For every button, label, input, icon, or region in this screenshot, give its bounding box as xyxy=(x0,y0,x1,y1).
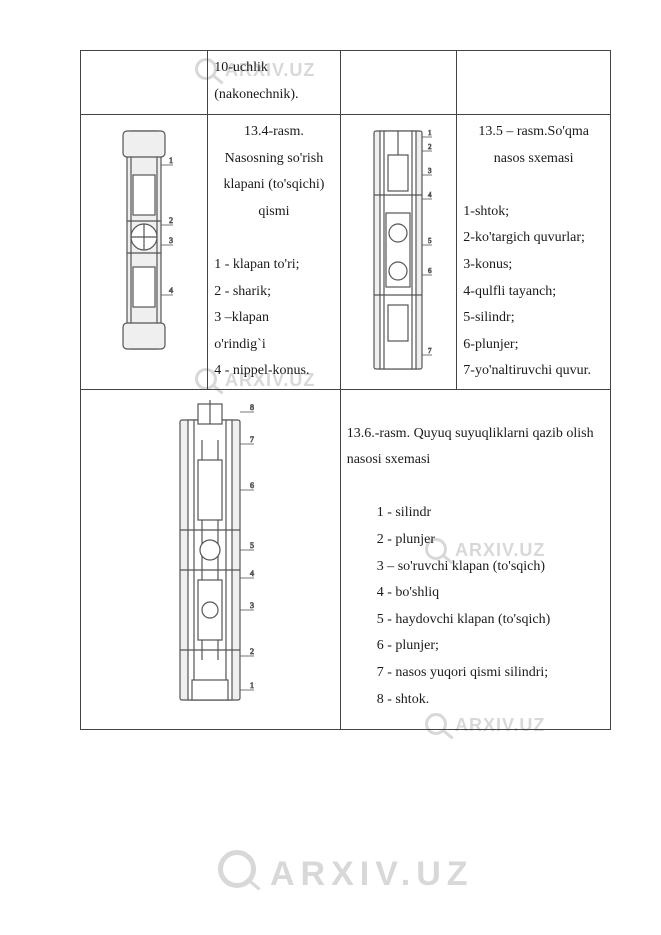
figure-title: 13.5 – rasm.So'qma nasos sxemasi xyxy=(463,119,604,172)
svg-text:2: 2 xyxy=(250,647,254,656)
svg-text:2: 2 xyxy=(169,216,173,225)
cell-empty xyxy=(340,51,457,115)
svg-text:5: 5 xyxy=(250,541,254,550)
text-line: Nasosning so'rish xyxy=(225,151,324,166)
text-line: nasos sxemasi xyxy=(494,151,574,166)
svg-text:2: 2 xyxy=(428,143,432,151)
legend-item: 3 –klapan xyxy=(214,310,269,325)
cell-diagram: 1 2 3 4 5 6 7 xyxy=(340,115,457,390)
svg-text:3: 3 xyxy=(169,236,173,245)
svg-text:5: 5 xyxy=(428,237,432,245)
cell-text: 13.6.-rasm. Quyuq suyuqliklarni qazib ol… xyxy=(340,390,610,730)
legend-item: 1 - klapan to'ri; xyxy=(214,257,299,272)
legend-list: 1 - silindr 2 - plunjer 3 – so'ruvchi kl… xyxy=(347,500,604,713)
figure-title: 13.4-rasm. Nasosning so'rish klapani (to… xyxy=(214,119,334,225)
legend-item: 4-qulfli tayanch; xyxy=(463,284,556,299)
legend-item: 7-yo'naltiruvchi quvur. xyxy=(463,363,591,378)
cell-text: 13.5 – rasm.So'qma nasos sxemasi 1-shtok… xyxy=(457,115,611,390)
svg-text:4: 4 xyxy=(169,286,173,295)
table-row: 10-uchlik (nakonechnik). xyxy=(81,51,611,115)
legend-item: 4 - bo'shliq xyxy=(377,585,439,600)
svg-text:6: 6 xyxy=(428,267,432,275)
legend-item: 3-konus; xyxy=(463,257,512,272)
text-line: 10-uchlik xyxy=(214,60,268,75)
legend-item: 2-ko'targich quvurlar; xyxy=(463,230,585,245)
svg-text:1: 1 xyxy=(169,156,173,165)
page: 10-uchlik (nakonechnik). xyxy=(0,0,661,935)
table-row: 1 2 3 4 13.4-rasm. Nasosning so'rish kla… xyxy=(81,115,611,390)
figure-title: 13.6.-rasm. Quyuq suyuqliklarni qazib ol… xyxy=(347,426,594,441)
legend-item: 3 – so'ruvchi klapan (to'sqich) xyxy=(377,559,545,574)
diagram-13-5: 1 2 3 4 5 6 7 xyxy=(358,125,438,375)
svg-text:7: 7 xyxy=(250,435,254,444)
legend-item: 2 - plunjer xyxy=(377,532,435,547)
text-line: qismi xyxy=(258,204,289,219)
svg-text:1: 1 xyxy=(250,681,254,690)
svg-text:3: 3 xyxy=(428,167,432,175)
text-line: 13.4-rasm. xyxy=(244,124,304,139)
svg-text:4: 4 xyxy=(250,569,254,578)
svg-text:3: 3 xyxy=(250,601,254,610)
legend-item: 6-plunjer; xyxy=(463,337,518,352)
text-line: klapani (to'sqichi) xyxy=(223,177,324,192)
text-line: 13.5 – rasm.So'qma xyxy=(478,124,589,139)
legend-item: o'rindig`i xyxy=(214,337,266,352)
svg-text:8: 8 xyxy=(250,403,254,412)
svg-text:4: 4 xyxy=(428,191,432,199)
cell-text: 10-uchlik (nakonechnik). xyxy=(208,51,341,115)
legend-item: 8 - shtok. xyxy=(377,692,430,707)
legend-item: 2 - sharik; xyxy=(214,284,271,299)
svg-text:1: 1 xyxy=(428,129,432,137)
svg-text:6: 6 xyxy=(250,481,254,490)
legend-item: 7 - nasos yuqori qismi silindri; xyxy=(377,665,549,680)
cell-diagram: 8 7 6 5 4 3 2 1 xyxy=(81,390,341,730)
table-row: 8 7 6 5 4 3 2 1 13.6.-rasm. Quyuq suyuql… xyxy=(81,390,611,730)
figure-title: nasosi sxemasi xyxy=(347,452,431,467)
text-line: (nakonechnik). xyxy=(214,87,298,102)
diagram-13-6: 8 7 6 5 4 3 2 1 xyxy=(150,400,270,710)
cell-empty xyxy=(457,51,611,115)
cell-text: 13.4-rasm. Nasosning so'rish klapani (to… xyxy=(208,115,341,390)
cell-empty xyxy=(81,51,208,115)
legend-item: 5-silindr; xyxy=(463,310,514,325)
svg-text:7: 7 xyxy=(428,347,432,355)
legend-item: 1-shtok; xyxy=(463,204,509,219)
legend-item: 6 - plunjer; xyxy=(377,638,439,653)
legend-item: 5 - haydovchi klapan (to'sqich) xyxy=(377,612,551,627)
legend-item: 4 - nippel-konus. xyxy=(214,363,309,378)
cell-diagram: 1 2 3 4 xyxy=(81,115,208,390)
content-table: 10-uchlik (nakonechnik). xyxy=(80,50,611,730)
legend-item: 1 - silindr xyxy=(377,505,431,520)
diagram-13-4: 1 2 3 4 xyxy=(109,125,179,355)
